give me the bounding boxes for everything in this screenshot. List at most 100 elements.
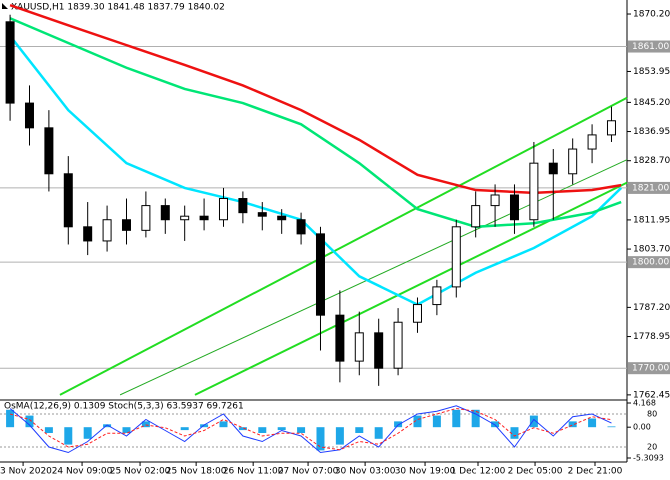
x-tick-label: 25 Nov 18:00 bbox=[166, 467, 227, 477]
candle-body bbox=[335, 314, 345, 362]
candle-body bbox=[238, 198, 248, 214]
osma-bar bbox=[355, 427, 364, 433]
osma-bar bbox=[588, 418, 597, 428]
y-tick-label: 1811.95 bbox=[633, 215, 670, 225]
x-tick-label: 24 Nov 09:00 bbox=[52, 467, 113, 477]
osma-bar bbox=[44, 427, 53, 433]
candle-body bbox=[529, 162, 539, 221]
y-tick-label: 1762.45 bbox=[633, 390, 670, 400]
y-tick-label: 1853.95 bbox=[633, 67, 670, 77]
y-tick-label: -5.3093 bbox=[633, 454, 664, 463]
candle-body bbox=[393, 321, 403, 369]
y-tick-label: 1778.95 bbox=[633, 332, 670, 342]
level-label: 1770.00 bbox=[632, 364, 669, 374]
osma-bar bbox=[6, 409, 15, 428]
candle-body bbox=[102, 219, 112, 242]
candle-body bbox=[83, 226, 93, 242]
y2-tick-label: 80 bbox=[647, 410, 657, 419]
x-tick-label: 30 Nov 03:00 bbox=[335, 467, 396, 477]
candle-body bbox=[180, 215, 190, 221]
candle-body bbox=[568, 148, 578, 175]
moving-average bbox=[9, 17, 622, 229]
osma-bar bbox=[200, 424, 209, 428]
level-tag bbox=[628, 362, 670, 375]
candle-body bbox=[315, 233, 325, 316]
y-tick-label: 1803.70 bbox=[633, 245, 670, 255]
moving-average bbox=[9, 3, 622, 195]
y-tick-label: 1870.20 bbox=[633, 10, 670, 20]
candle-body bbox=[277, 215, 287, 221]
candle-body bbox=[509, 194, 519, 221]
channel-line bbox=[59, 96, 628, 396]
level-label: 1861.00 bbox=[632, 42, 669, 52]
candle-body bbox=[44, 127, 54, 175]
candle-body bbox=[548, 162, 558, 175]
symbol-icon bbox=[2, 3, 8, 9]
osma-bar bbox=[258, 427, 267, 433]
osma-bar bbox=[141, 421, 150, 428]
candle-body bbox=[5, 21, 15, 104]
x-tick-label: 27 Nov 07:00 bbox=[278, 467, 339, 477]
y-tick-label: 1787.20 bbox=[633, 303, 670, 313]
candle-body bbox=[490, 194, 500, 207]
candle-body bbox=[218, 198, 228, 221]
x-tick-label: 2 Dec 05:00 bbox=[508, 467, 563, 477]
osma-bar bbox=[103, 424, 112, 428]
stochastic-line bbox=[9, 407, 612, 451]
chart-title: XAUUSD,H1 1839.30 1841.48 1837.79 1840.0… bbox=[11, 3, 225, 13]
candle-body bbox=[63, 173, 73, 228]
moving-average bbox=[9, 35, 623, 306]
osma-bar bbox=[607, 426, 616, 428]
candle-body bbox=[606, 120, 616, 136]
osma-bar bbox=[491, 421, 500, 428]
y-tick-label: 1845.20 bbox=[633, 98, 670, 108]
level-tag bbox=[628, 40, 670, 53]
y-tick-label: 1836.95 bbox=[633, 127, 670, 137]
channel-line bbox=[119, 159, 628, 396]
candle-body bbox=[296, 219, 306, 235]
x-tick-label: 26 Nov 11:00 bbox=[223, 467, 284, 477]
osma-bar bbox=[452, 409, 461, 428]
y2-tick-label: 20 bbox=[647, 443, 657, 452]
candle-body bbox=[24, 102, 34, 129]
osma-bar bbox=[297, 427, 306, 433]
candle-body bbox=[374, 332, 384, 369]
osma-bar bbox=[413, 415, 422, 428]
candle-body bbox=[587, 134, 597, 150]
osma-bar bbox=[432, 415, 441, 428]
osma-bar bbox=[374, 427, 383, 439]
osma-bar bbox=[568, 421, 577, 428]
level-label: 1821.00 bbox=[632, 183, 669, 193]
candle-body bbox=[412, 304, 422, 323]
osma-bar bbox=[277, 427, 286, 431]
x-tick-label: 25 Nov 02:00 bbox=[110, 467, 171, 477]
oscillator-title: OsMA(12,26,9) 0.1309 Stoch(5,3,3) 63.593… bbox=[4, 402, 244, 412]
osma-bar bbox=[471, 409, 480, 428]
osma-bar bbox=[122, 427, 131, 433]
candle-body bbox=[432, 286, 442, 306]
osma-bar bbox=[25, 415, 34, 428]
osma-bar bbox=[83, 427, 92, 439]
candle-body bbox=[471, 205, 481, 228]
osma-bar bbox=[219, 421, 228, 428]
level-tag bbox=[628, 256, 670, 269]
channel-line bbox=[194, 181, 628, 396]
y-tick-label: 1828.70 bbox=[633, 156, 670, 166]
x-tick-label: 1 Dec 12:00 bbox=[451, 467, 506, 477]
level-label: 1800.00 bbox=[632, 258, 669, 268]
osma-bar bbox=[394, 421, 403, 428]
y-tick-label: 4.168 bbox=[633, 399, 656, 408]
candle-body bbox=[354, 332, 364, 362]
osma-bar bbox=[180, 427, 189, 431]
osma-bar bbox=[316, 427, 325, 451]
candle-body bbox=[121, 219, 131, 231]
stochastic-line bbox=[9, 405, 612, 454]
y-tick-label: 0.00 bbox=[633, 423, 651, 432]
x-tick-label: 23 Nov 2020 bbox=[0, 467, 52, 477]
osma-bar bbox=[529, 415, 538, 428]
candle-body bbox=[199, 215, 209, 221]
x-tick-label: 2 Dec 21:00 bbox=[568, 467, 623, 477]
osma-bar bbox=[238, 427, 247, 431]
candle-body bbox=[451, 226, 461, 288]
